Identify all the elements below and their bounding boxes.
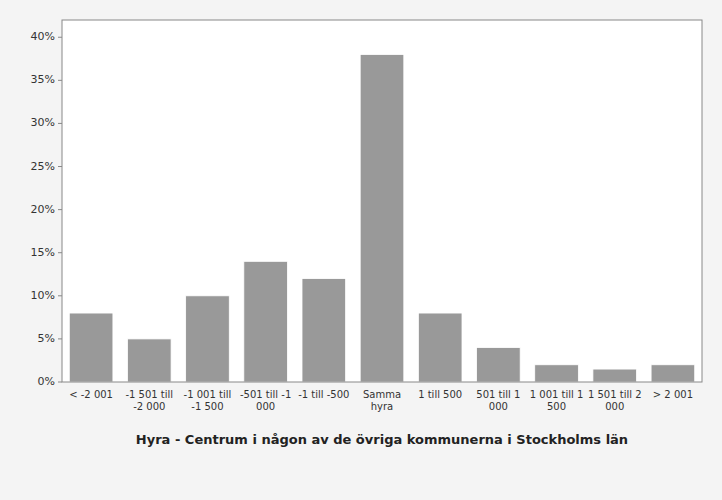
- x-tick-label: 1 till 500: [418, 389, 462, 400]
- chart: 0% 5% 10% 15% 20% 25% 30% 35% 40% < -2 001 -1 501 …: [0, 0, 722, 500]
- x-tick-label-line: -1 till -500: [298, 389, 349, 400]
- y-tick-label: 5%: [38, 332, 55, 345]
- x-tick-label: -501 till -1000: [240, 389, 291, 412]
- bar: [477, 348, 521, 382]
- plot-frame: [62, 20, 702, 382]
- bar: [127, 339, 171, 382]
- x-tick-label-line: -1 500: [191, 401, 223, 412]
- x-tick-label-line: < -2 001: [69, 389, 113, 400]
- bar: [651, 365, 695, 382]
- x-tick-label: 501 till 1000: [476, 389, 520, 412]
- x-tick-label: > 2 001: [653, 389, 693, 400]
- y-tick: [58, 295, 62, 296]
- y-tick: [58, 209, 62, 210]
- x-tick-label-line: 000: [489, 401, 508, 412]
- bar: [360, 54, 404, 382]
- x-tick-label-line: -1 001 till: [184, 389, 232, 400]
- x-tick-label-line: hyra: [371, 401, 394, 412]
- y-tick-label: 30%: [31, 116, 55, 129]
- x-tick-label: -1 till -500: [298, 389, 349, 400]
- bars: [69, 54, 694, 382]
- x-tick-label: -1 501 till-2 000: [125, 389, 173, 412]
- x-tick-label-line: Samma: [363, 389, 401, 400]
- bar: [302, 279, 346, 382]
- x-tick-label: Sammahyra: [363, 389, 401, 412]
- x-tick-label-line: 1 001 till 1: [530, 389, 584, 400]
- bar: [244, 261, 288, 382]
- bar: [186, 296, 230, 382]
- x-tick-label: 1 001 till 1500: [530, 389, 584, 412]
- x-tick-label: < -2 001: [69, 389, 113, 400]
- bar: [69, 313, 113, 382]
- x-tick-label: -1 001 till-1 500: [184, 389, 232, 412]
- y-tick-label: 40%: [31, 30, 55, 43]
- bar: [535, 365, 579, 382]
- y-tick-label: 10%: [31, 289, 55, 302]
- background: [0, 0, 722, 500]
- x-tick-label-line: -2 000: [133, 401, 165, 412]
- y-tick: [58, 338, 62, 339]
- x-tick-label-line: -1 501 till: [125, 389, 173, 400]
- x-tick-label-line: -501 till -1: [240, 389, 291, 400]
- y-tick: [58, 80, 62, 81]
- x-tick-label-line: 000: [605, 401, 624, 412]
- x-tick-label-line: 500: [547, 401, 566, 412]
- y-tick-label: 25%: [31, 160, 55, 173]
- bar: [593, 369, 637, 382]
- x-tick-label-line: > 2 001: [653, 389, 693, 400]
- x-tick-label-line: 1 501 till 2: [588, 389, 642, 400]
- y-tick-label: 20%: [31, 203, 55, 216]
- x-tick-label-line: 501 till 1: [476, 389, 520, 400]
- y-tick: [58, 37, 62, 38]
- plot-area: [62, 20, 702, 382]
- y-tick: [58, 382, 62, 383]
- bar: [418, 313, 462, 382]
- y-tick-label: 15%: [31, 246, 55, 259]
- x-tick-label-line: 1 till 500: [418, 389, 462, 400]
- y-tick-label: 35%: [31, 73, 55, 86]
- x-tick-label-line: 000: [256, 401, 275, 412]
- y-tick: [58, 166, 62, 167]
- y-tick-label: 0%: [38, 375, 55, 388]
- x-tick-label: 1 501 till 2000: [588, 389, 642, 412]
- y-tick: [58, 252, 62, 253]
- x-axis-label: Hyra - Centrum i någon av de övriga komm…: [136, 432, 628, 447]
- y-tick: [58, 123, 62, 124]
